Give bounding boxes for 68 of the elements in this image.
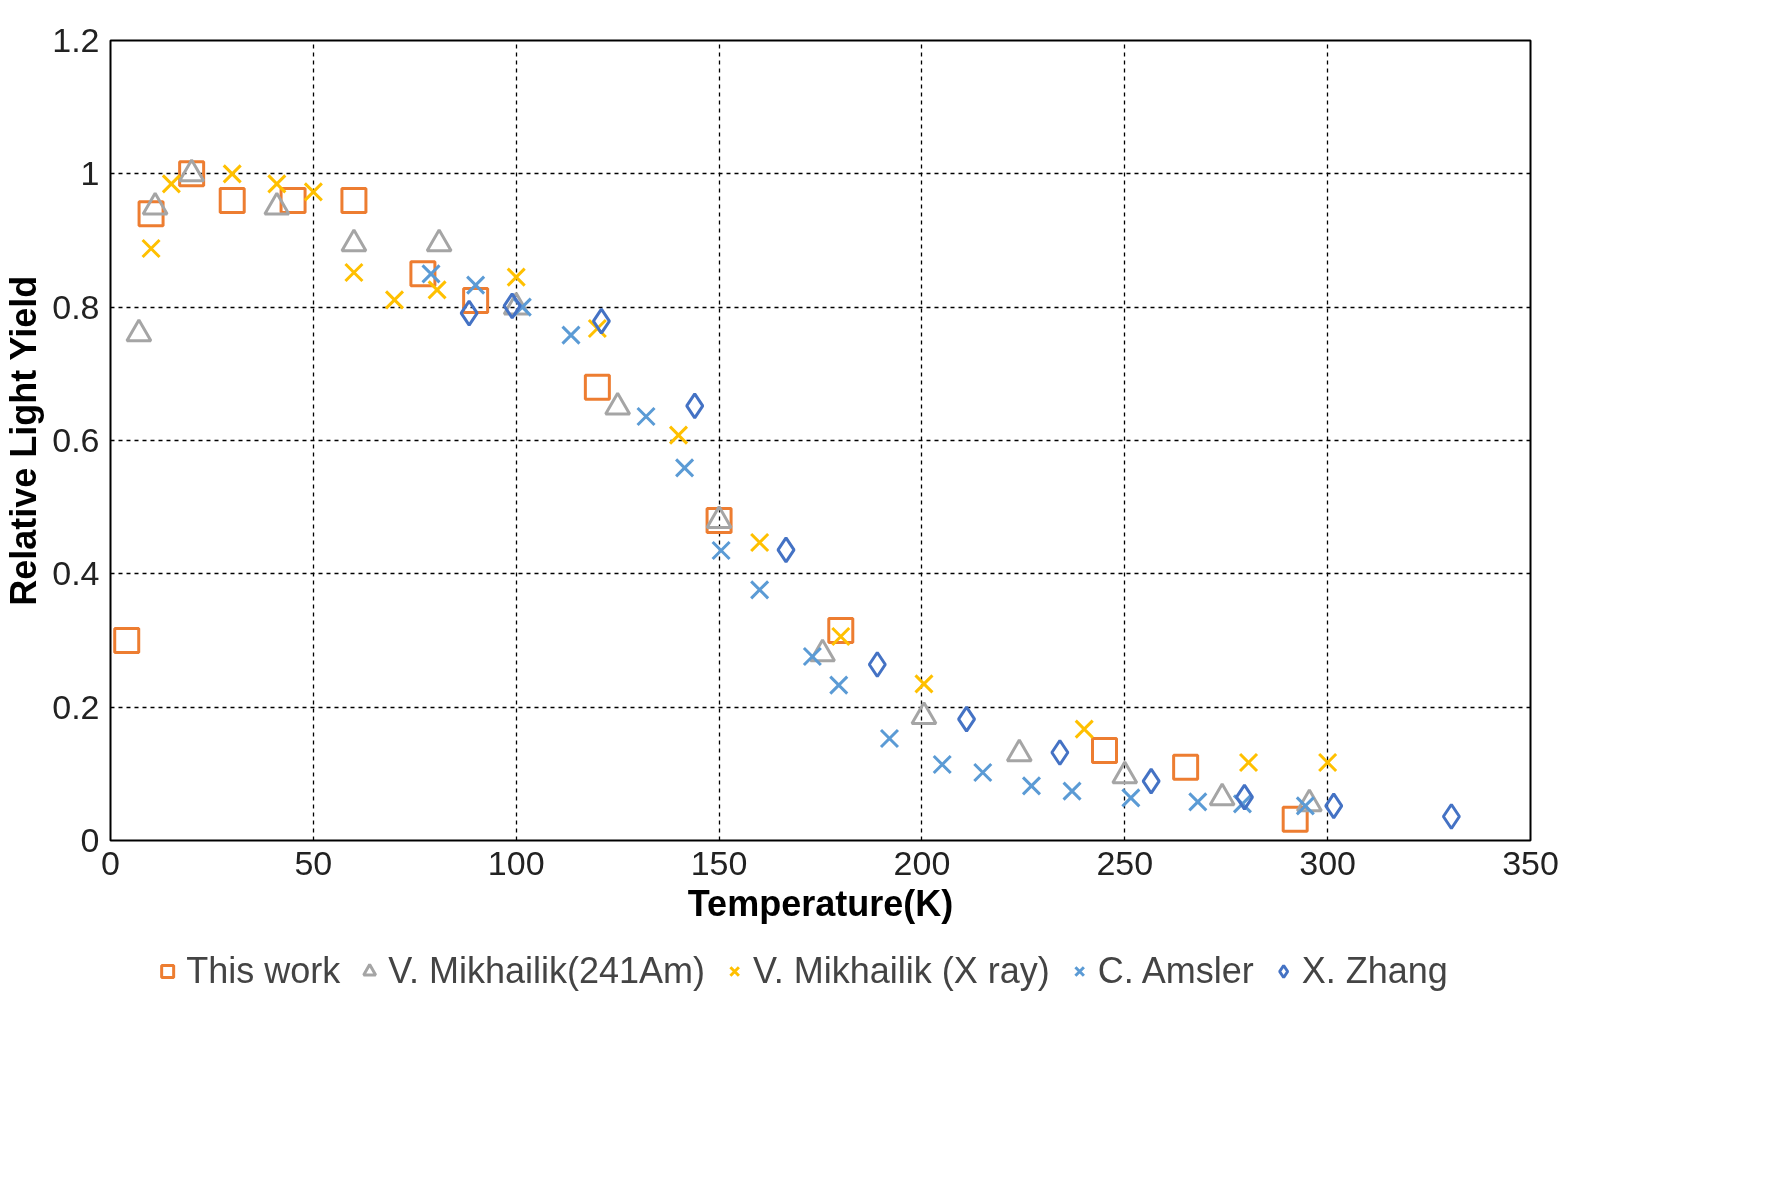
point: [561, 325, 581, 346]
point: [932, 754, 953, 775]
legend-label: C. Amsler: [1097, 950, 1254, 992]
point: [1172, 753, 1200, 781]
x-tick-label: 200: [893, 843, 951, 882]
y-tick-label: 1.2: [52, 21, 100, 59]
point: [266, 173, 287, 194]
point: [1091, 737, 1118, 764]
x-tick-label: 300: [1299, 843, 1357, 882]
point: [828, 675, 849, 696]
x-axis-title: Temperature(K): [687, 882, 954, 924]
point: [1050, 739, 1070, 766]
point: [1238, 752, 1259, 773]
point: [685, 392, 705, 420]
point: [141, 238, 162, 259]
point: [506, 267, 527, 288]
point: [465, 275, 486, 296]
point: [1021, 775, 1042, 796]
x-tick-label: 150: [690, 843, 748, 882]
point: [972, 762, 993, 783]
point: [1324, 792, 1344, 820]
point: [749, 532, 770, 553]
point: [303, 181, 324, 202]
point: [1141, 767, 1161, 795]
x-tick-label: 250: [1096, 843, 1154, 882]
point: [161, 173, 182, 194]
legend-label: This work: [186, 950, 341, 992]
point: [1234, 783, 1254, 811]
point: [636, 406, 657, 427]
point: [459, 299, 479, 327]
point: [957, 705, 977, 733]
point: [867, 651, 887, 678]
point: [222, 163, 243, 184]
y-tick-label: 0.8: [52, 287, 100, 326]
point: [384, 289, 405, 310]
point: [343, 262, 364, 283]
point: [776, 536, 796, 564]
point: [711, 540, 732, 561]
x-tick-label: 50: [294, 843, 333, 882]
legend-label: V. Mikhailik(241Am): [388, 950, 705, 992]
x-tick-label: 100: [487, 843, 545, 882]
y-tick-label: 0.4: [52, 554, 100, 593]
point: [1074, 719, 1095, 740]
point: [827, 617, 855, 644]
legend-label: X. Zhang: [1301, 950, 1448, 992]
y-tick-label: 1: [80, 154, 100, 193]
point: [1441, 803, 1461, 830]
point: [340, 187, 368, 214]
point: [1120, 787, 1141, 808]
point: [583, 373, 611, 401]
point: [913, 673, 934, 694]
point: [674, 457, 695, 478]
point: [113, 627, 141, 654]
point: [879, 728, 900, 749]
point: [591, 307, 611, 335]
point: [218, 187, 246, 214]
legend-label: V. Mikhailik (X ray): [752, 950, 1050, 992]
point: [502, 292, 522, 320]
y-tick-label: 0.2: [52, 687, 100, 726]
point: [1062, 781, 1083, 802]
point: [668, 425, 689, 446]
x-tick-label: 350: [1502, 843, 1559, 882]
y-axis-title: Relative Light Yield: [3, 275, 45, 606]
point: [1317, 752, 1338, 773]
point: [427, 279, 448, 300]
y-tick-label: 0.6: [52, 421, 100, 459]
point: [1187, 791, 1208, 812]
point: [749, 579, 770, 600]
